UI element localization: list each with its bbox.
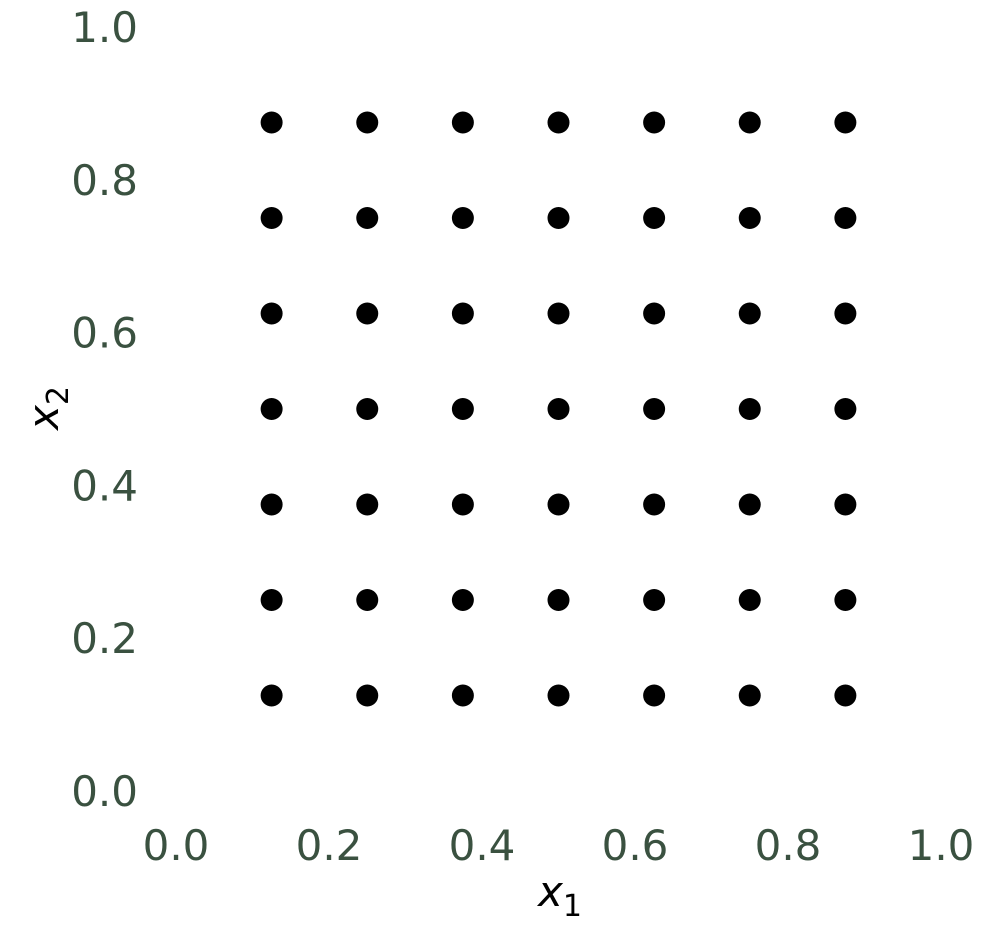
data-point <box>451 398 474 420</box>
data-points <box>260 111 857 707</box>
data-point <box>451 302 474 325</box>
y-tick-label: 0.6 <box>71 309 138 358</box>
data-point <box>643 493 666 516</box>
data-point <box>643 684 666 707</box>
data-point <box>834 684 857 707</box>
x-tick-label: 0.4 <box>449 821 516 870</box>
data-point <box>260 684 283 707</box>
data-point <box>834 398 857 420</box>
x-tick-label: 1.0 <box>908 821 975 870</box>
data-point <box>356 302 379 325</box>
data-point <box>260 589 283 611</box>
data-point <box>547 684 570 707</box>
data-point <box>643 589 666 611</box>
data-point <box>738 684 761 707</box>
data-point <box>643 302 666 325</box>
data-point <box>643 111 666 134</box>
data-point <box>451 493 474 516</box>
data-point <box>834 589 857 611</box>
x-tick-label: 0.8 <box>755 821 822 870</box>
data-point <box>547 111 570 134</box>
y-axis-ticks: 0.0 0.2 0.4 0.6 0.8 1.0 <box>71 3 138 816</box>
data-point <box>547 207 570 229</box>
data-point <box>834 493 857 516</box>
data-point <box>356 589 379 611</box>
data-point <box>356 398 379 420</box>
data-point <box>738 207 761 229</box>
x-axis-label: x1 <box>536 867 582 924</box>
y-tick-label: 0.8 <box>71 156 138 205</box>
data-point <box>356 207 379 229</box>
data-point <box>547 302 570 325</box>
data-point <box>643 207 666 229</box>
data-point <box>738 493 761 516</box>
data-point <box>547 493 570 516</box>
data-point <box>451 207 474 229</box>
y-tick-label: 0.2 <box>71 614 138 663</box>
data-point <box>260 398 283 420</box>
data-point <box>260 207 283 229</box>
y-tick-label: 0.0 <box>71 767 138 816</box>
data-point <box>451 684 474 707</box>
y-axis-label: x2 <box>19 386 76 432</box>
data-point <box>834 302 857 325</box>
data-point <box>356 684 379 707</box>
data-point <box>738 302 761 325</box>
data-point <box>356 111 379 134</box>
data-point <box>356 493 379 516</box>
data-point <box>260 493 283 516</box>
y-tick-label: 0.4 <box>71 461 138 510</box>
data-point <box>834 111 857 134</box>
x-tick-label: 0.2 <box>296 821 363 870</box>
data-point <box>547 589 570 611</box>
data-point <box>451 111 474 134</box>
x-tick-label: 0.0 <box>143 821 210 870</box>
data-point <box>260 111 283 134</box>
data-point <box>738 398 761 420</box>
data-point <box>834 207 857 229</box>
data-point <box>451 589 474 611</box>
data-point <box>260 302 283 325</box>
y-tick-label: 1.0 <box>71 3 138 52</box>
x-axis-ticks: 0.0 0.2 0.4 0.6 0.8 1.0 <box>143 821 975 870</box>
data-point <box>738 589 761 611</box>
data-point <box>643 398 666 420</box>
data-point <box>738 111 761 134</box>
x-tick-label: 0.6 <box>602 821 669 870</box>
data-point <box>547 398 570 420</box>
